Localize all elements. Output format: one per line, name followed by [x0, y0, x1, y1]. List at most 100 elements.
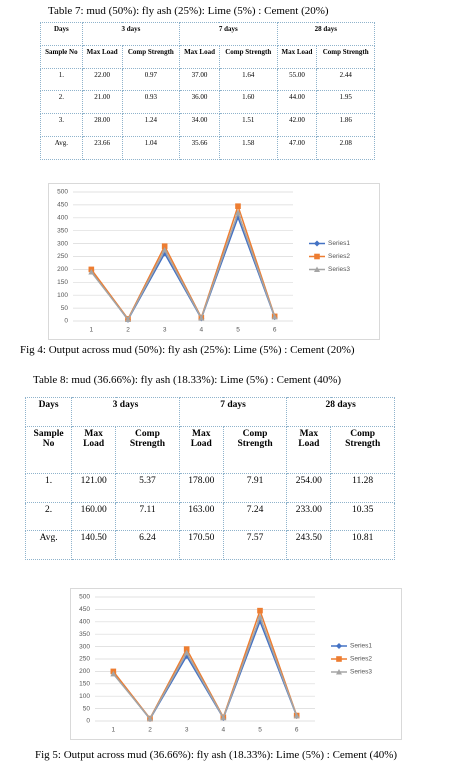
legend-marker: [314, 253, 320, 260]
x-tick-label: 4: [222, 727, 226, 734]
cell: 55.00: [276, 67, 318, 92]
series-line: [90, 203, 276, 321]
row: 1. 121.00 5.37 178.00 7.91 254.00 11.28: [24, 473, 395, 503]
cell: 3.: [40, 113, 83, 138]
row: 1. 22.00 0.97 37.00 1.64 55.00 2.44: [40, 67, 375, 92]
cell: 37.00: [179, 67, 220, 92]
point: [271, 313, 278, 320]
cell: Max Load: [276, 44, 318, 69]
cell: 178.00: [178, 473, 224, 503]
cell: 1.: [40, 67, 83, 92]
cell: 160.00: [71, 501, 117, 532]
cell: 3 days: [81, 22, 181, 46]
y-tick-label: 250: [57, 253, 68, 260]
cell: 42.00: [276, 113, 318, 138]
cell: 10.35: [330, 501, 395, 532]
table-grid: Days 3 days 7 days 28 days Sample No Max Load…: [40, 22, 376, 160]
row: Days 3 days 7 days 28 days: [40, 22, 376, 46]
cell: Sample No: [40, 44, 83, 69]
cell: Comp Strength: [316, 44, 375, 69]
cell: 10.81: [330, 530, 395, 560]
point: [88, 268, 95, 275]
cell: 47.00: [276, 136, 318, 160]
chart: 0 50 100 150 200 250 300 350 400 450 500 1 2 3 4 5 6 Seri…: [70, 588, 402, 740]
x-tick-label: 6: [273, 327, 277, 334]
cell: 243.50: [286, 530, 332, 560]
y-tick-label: 450: [79, 606, 90, 613]
x-tick-label: 1: [90, 327, 94, 334]
y-tick-label: 400: [79, 619, 90, 626]
point: [198, 315, 205, 321]
cell: Max Load: [179, 44, 220, 69]
cell: Comp Strength: [115, 425, 180, 475]
point: [183, 646, 190, 652]
cell: 0.93: [121, 90, 181, 115]
y-tick-label: 50: [61, 305, 69, 312]
cell: 2.: [24, 501, 73, 532]
cell: 1.24: [121, 113, 181, 138]
cell: Max Load: [286, 425, 332, 475]
point: [125, 316, 131, 322]
y-tick-label: 300: [57, 240, 68, 247]
series-line: [112, 608, 298, 720]
point: [235, 203, 241, 209]
cell: 7.24: [222, 501, 288, 532]
legend-label: Series3: [350, 669, 372, 676]
row: 2. 160.00 7.11 163.00 7.24 233.00 10.35: [24, 501, 395, 532]
y-tick-label: 350: [57, 227, 68, 234]
x-tick-label: 3: [185, 727, 189, 734]
cell: 28.00: [81, 113, 123, 138]
point: [110, 670, 117, 677]
y-tick-label: 450: [57, 202, 68, 209]
table-caption: Table 8: mud (36.66%): fly ash (18.33%):…: [33, 374, 342, 386]
point: [257, 613, 263, 620]
cell: 22.00: [81, 67, 123, 92]
cell: 7.11: [115, 501, 180, 532]
legend-marker: [314, 266, 320, 272]
y-tick-label: 0: [86, 718, 90, 725]
x-tick-label: 2: [148, 727, 152, 734]
point: [161, 247, 168, 253]
point: [257, 607, 263, 614]
cell: Avg.: [40, 136, 83, 160]
legend-label: Series1: [350, 643, 372, 650]
table: Days 3 days 7 days 28 days Sample No Max Load…: [24, 397, 395, 560]
cell: 7 days: [179, 22, 278, 46]
series-line: [90, 210, 276, 321]
cell: 1.: [24, 473, 73, 503]
cell: Sample No: [24, 425, 73, 475]
y-tick-label: 400: [57, 215, 68, 222]
row: Days 3 days 7 days 28 days: [24, 397, 395, 427]
legend-marker: [336, 656, 342, 662]
cell: Max Load: [81, 44, 123, 69]
y-tick-label: 150: [57, 279, 68, 286]
cell: Avg.: [24, 530, 73, 560]
cell: Comp Strength: [330, 425, 395, 475]
x-tick-label: 6: [295, 727, 299, 734]
cell: Comp Strength: [218, 44, 278, 69]
y-tick-label: 100: [57, 292, 68, 299]
cell: 121.00: [71, 473, 117, 503]
legend-label: Series3: [328, 266, 350, 273]
cell: 1.86: [316, 113, 375, 138]
cell: Comp Strength: [121, 44, 181, 69]
figure-caption: Fig 4: Output across mud (50%): fly ash …: [20, 344, 355, 356]
cell: 1.95: [316, 90, 375, 115]
cell: 2.: [40, 90, 83, 115]
row: Sample No Max Load Comp Strength Max Load Co…: [40, 44, 375, 69]
cell: 2.44: [316, 67, 375, 92]
cell: 21.00: [81, 90, 123, 115]
cell: 35.66: [179, 136, 220, 160]
legend-marker: [336, 669, 342, 675]
x-tick-label: 3: [163, 327, 167, 334]
cell: 0.97: [121, 67, 181, 92]
cell: Comp Strength: [222, 425, 288, 475]
y-tick-label: 500: [79, 594, 90, 601]
y-tick-label: 200: [57, 266, 68, 273]
point: [147, 715, 153, 722]
y-tick-label: 500: [57, 189, 68, 196]
y-tick-label: 100: [79, 693, 90, 700]
x-tick-label: 4: [200, 327, 204, 334]
point: [183, 649, 190, 656]
